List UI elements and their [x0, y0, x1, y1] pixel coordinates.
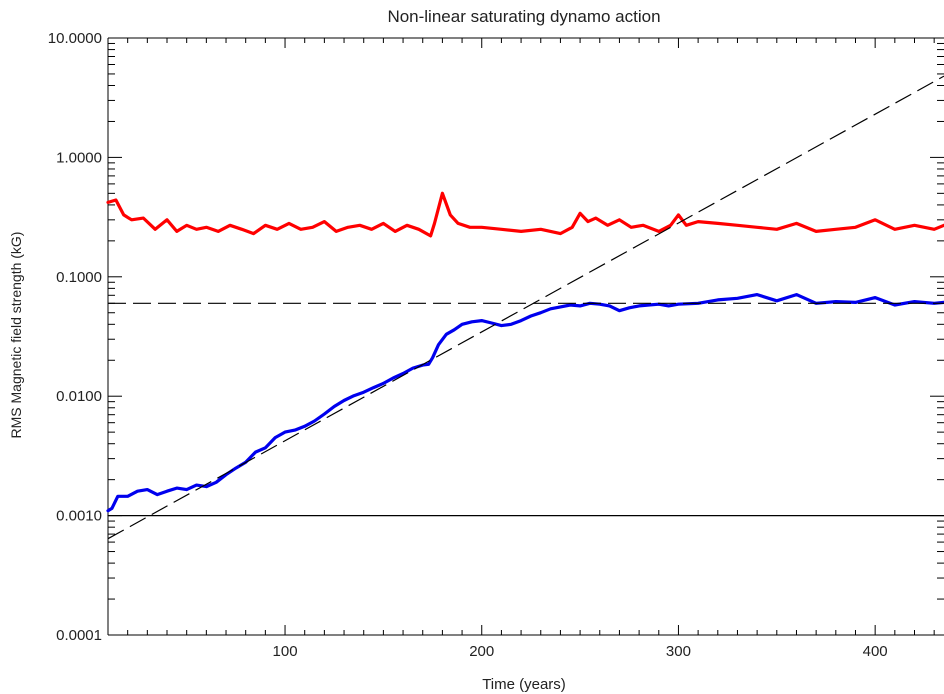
x-axis-label: Time (years)	[482, 676, 566, 693]
y-tick-label: 10.0000	[48, 30, 102, 47]
y-tick-label: 0.0001	[56, 627, 102, 644]
y-tick-label: 0.1000	[56, 269, 102, 286]
x-tick-label: 200	[469, 643, 494, 660]
x-tick-label: 300	[666, 643, 691, 660]
plot-area: 100 200 300 400 0.0001 0.0010 0.0100 0.1000 1.00…	[48, 30, 944, 660]
y-tick-label: 0.0100	[56, 388, 102, 405]
chart-title: Non-linear saturating dynamo action	[387, 7, 660, 26]
x-tick-label: 400	[863, 643, 888, 660]
x-tick-label: 100	[273, 643, 298, 660]
y-axis-label: RMS Magnetic field strength (kG)	[8, 232, 24, 439]
series-line-1	[106, 191, 944, 238]
series-line-2	[106, 293, 944, 513]
series-line-3	[107, 75, 944, 540]
y-tick-label: 1.0000	[56, 149, 102, 166]
y-tick-label: 0.0010	[56, 508, 102, 525]
